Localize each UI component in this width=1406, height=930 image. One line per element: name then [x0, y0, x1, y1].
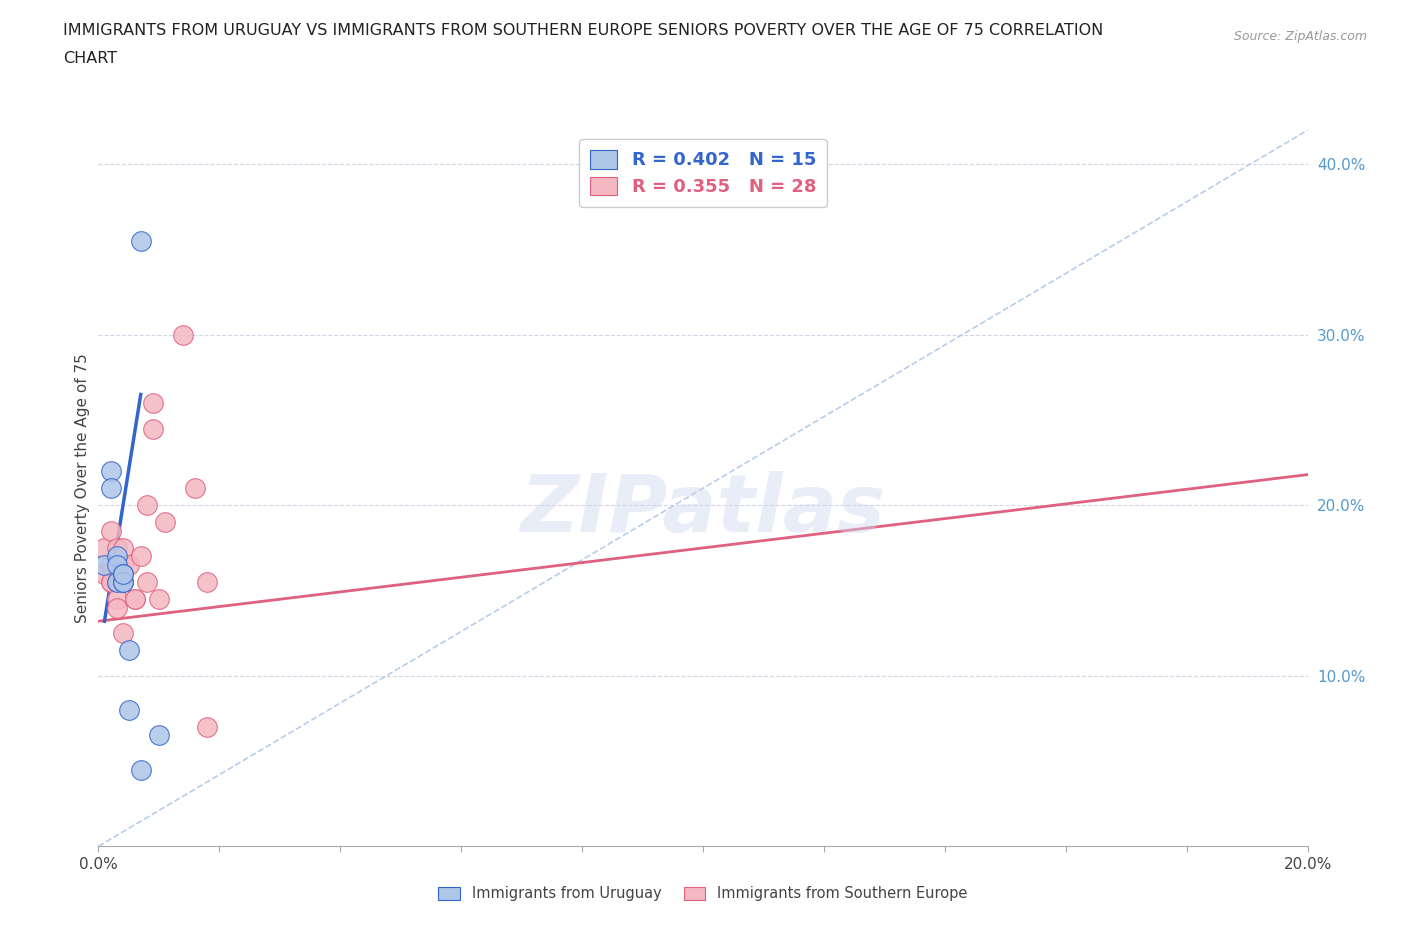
- Point: [184, 481, 207, 496]
- Legend: Immigrants from Uruguay, Immigrants from Southern Europe: Immigrants from Uruguay, Immigrants from…: [433, 881, 973, 907]
- Point: [100, 481, 122, 496]
- Point: [111, 566, 134, 581]
- Point: [93, 558, 115, 573]
- Point: [148, 591, 170, 606]
- Point: [153, 515, 176, 530]
- Point: [124, 591, 146, 606]
- Point: [118, 702, 141, 717]
- Point: [111, 626, 134, 641]
- Point: [93, 540, 115, 555]
- Point: [111, 575, 134, 590]
- Point: [111, 566, 134, 581]
- Point: [105, 591, 128, 606]
- Point: [124, 591, 146, 606]
- Point: [142, 421, 165, 436]
- Point: [100, 575, 122, 590]
- Point: [129, 233, 152, 248]
- Point: [100, 558, 122, 573]
- Point: [105, 540, 128, 555]
- Point: [195, 720, 218, 735]
- Y-axis label: Seniors Poverty Over the Age of 75: Seniors Poverty Over the Age of 75: [75, 353, 90, 623]
- Point: [111, 540, 134, 555]
- Point: [111, 575, 134, 590]
- Text: IMMIGRANTS FROM URUGUAY VS IMMIGRANTS FROM SOUTHERN EUROPE SENIORS POVERTY OVER : IMMIGRANTS FROM URUGUAY VS IMMIGRANTS FR…: [63, 23, 1104, 38]
- Point: [100, 575, 122, 590]
- Point: [105, 575, 128, 590]
- Text: CHART: CHART: [63, 51, 117, 66]
- Point: [135, 575, 157, 590]
- Point: [129, 763, 152, 777]
- Point: [195, 575, 218, 590]
- Point: [105, 549, 128, 564]
- Point: [118, 558, 141, 573]
- Point: [93, 566, 115, 581]
- Point: [148, 728, 170, 743]
- Point: [100, 524, 122, 538]
- Point: [100, 464, 122, 479]
- Text: Source: ZipAtlas.com: Source: ZipAtlas.com: [1233, 30, 1367, 43]
- Point: [105, 600, 128, 615]
- Point: [118, 643, 141, 658]
- Point: [135, 498, 157, 512]
- Point: [111, 575, 134, 590]
- Point: [105, 558, 128, 573]
- Text: ZIPatlas: ZIPatlas: [520, 471, 886, 549]
- Point: [105, 575, 128, 590]
- Point: [142, 395, 165, 410]
- Point: [111, 558, 134, 573]
- Point: [129, 549, 152, 564]
- Point: [172, 327, 194, 342]
